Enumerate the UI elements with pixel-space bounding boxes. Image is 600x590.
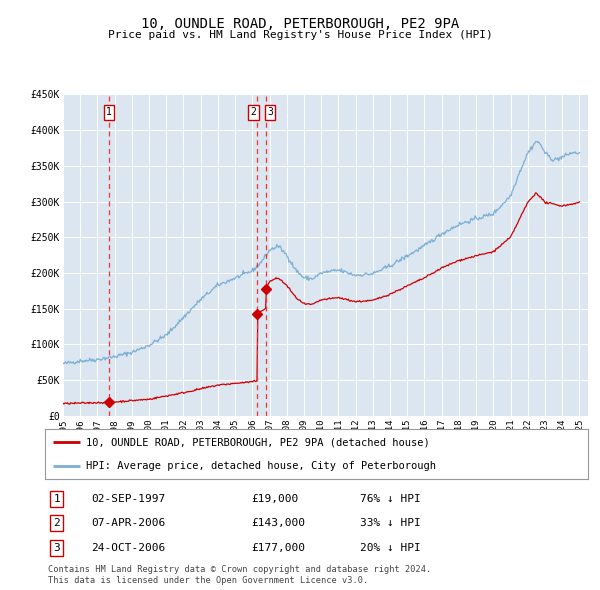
Text: 20% ↓ HPI: 20% ↓ HPI — [360, 543, 421, 553]
Text: Contains HM Land Registry data © Crown copyright and database right 2024.
This d: Contains HM Land Registry data © Crown c… — [48, 565, 431, 585]
Text: 33% ↓ HPI: 33% ↓ HPI — [360, 519, 421, 528]
Text: £19,000: £19,000 — [251, 494, 299, 504]
Text: 1: 1 — [53, 494, 61, 504]
Text: 2: 2 — [53, 519, 61, 528]
Text: 2: 2 — [250, 107, 256, 117]
Text: Price paid vs. HM Land Registry's House Price Index (HPI): Price paid vs. HM Land Registry's House … — [107, 30, 493, 40]
Text: £143,000: £143,000 — [251, 519, 305, 528]
Text: 10, OUNDLE ROAD, PETERBOROUGH, PE2 9PA (detached house): 10, OUNDLE ROAD, PETERBOROUGH, PE2 9PA (… — [86, 437, 430, 447]
Text: 24-OCT-2006: 24-OCT-2006 — [91, 543, 166, 553]
Text: 02-SEP-1997: 02-SEP-1997 — [91, 494, 166, 504]
Text: £177,000: £177,000 — [251, 543, 305, 553]
Text: 3: 3 — [53, 543, 61, 553]
Text: 76% ↓ HPI: 76% ↓ HPI — [360, 494, 421, 504]
Text: 07-APR-2006: 07-APR-2006 — [91, 519, 166, 528]
Text: HPI: Average price, detached house, City of Peterborough: HPI: Average price, detached house, City… — [86, 461, 436, 471]
Text: 10, OUNDLE ROAD, PETERBOROUGH, PE2 9PA: 10, OUNDLE ROAD, PETERBOROUGH, PE2 9PA — [141, 17, 459, 31]
Text: 3: 3 — [267, 107, 273, 117]
Text: 1: 1 — [106, 107, 112, 117]
